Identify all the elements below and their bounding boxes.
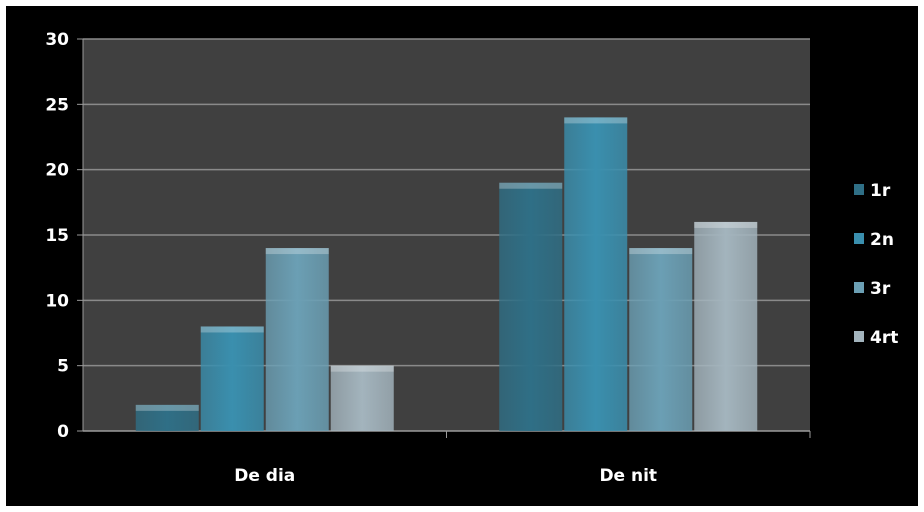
bar-top-highlight [330, 365, 394, 372]
chart-frame: 0 5 10 15 20 25 30 De dia De nit 1r 2n 3r 4rt [6, 6, 918, 506]
legend-label-2n: 2n [870, 230, 894, 250]
bar-top-highlight [265, 248, 329, 255]
bar-2n-1 [564, 117, 628, 432]
legend-swatch-3r [854, 282, 864, 293]
legend-swatch-2n [854, 233, 864, 244]
y-tick-label: 5 [57, 357, 69, 377]
y-tick-label: 30 [45, 30, 69, 50]
y-tick-label: 10 [45, 291, 69, 311]
bar-3r-1 [629, 248, 693, 431]
y-tick-label: 20 [45, 161, 69, 181]
y-tick-label: 25 [45, 95, 69, 115]
legend-swatch-1r [854, 184, 864, 195]
bar-top-highlight [135, 404, 199, 411]
bar-4rt-0 [330, 365, 394, 431]
legend-label-4rt: 4rt [870, 328, 898, 348]
bar-1r-0 [135, 404, 199, 431]
bar-3r-0 [265, 248, 329, 431]
legend-swatch-4rt [854, 331, 864, 342]
bar-top-highlight [499, 182, 563, 189]
bar-1r-1 [499, 182, 563, 431]
x-category-label: De dia [234, 466, 295, 486]
y-tick-label: 15 [45, 226, 69, 246]
bar-chart: 0 5 10 15 20 25 30 De dia De nit 1r 2n 3r 4rt [45, 30, 898, 486]
legend-label-3r: 3r [870, 279, 891, 299]
bar-4rt-1 [694, 221, 758, 431]
bar-top-highlight [564, 117, 628, 124]
bar-top-highlight [200, 326, 264, 333]
bar-top-highlight [629, 248, 693, 255]
legend-label-1r: 1r [870, 181, 891, 201]
bar-2n-0 [200, 326, 264, 431]
y-tick-label: 0 [57, 422, 69, 442]
bar-top-highlight [694, 221, 758, 228]
x-category-label: De nit [599, 466, 657, 486]
